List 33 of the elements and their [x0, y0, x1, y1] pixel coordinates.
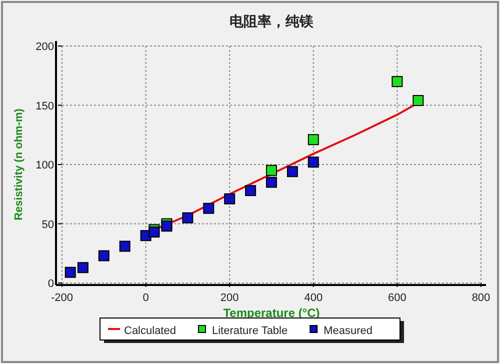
- chart-title: 电阻率，纯镁: [230, 13, 314, 29]
- point: [308, 156, 319, 168]
- x-tick-label: 0: [142, 292, 149, 304]
- x-tick-label: 400: [304, 292, 323, 304]
- point: [245, 185, 256, 196]
- point: [266, 164, 277, 176]
- point: [224, 193, 236, 204]
- y-tick-label: 100: [36, 160, 54, 172]
- point: [77, 262, 88, 274]
- point: [286, 166, 298, 178]
- y-axis-title: Resistivity (n ohm-m): [13, 108, 25, 220]
- y-tick-label: 50: [42, 218, 54, 231]
- point: [182, 212, 194, 224]
- point: [412, 95, 424, 106]
- legend-label: Measured: [324, 325, 373, 337]
- y-tick-label: 0: [48, 278, 54, 290]
- point: [203, 202, 214, 214]
- legend-label: Calculated: [124, 325, 176, 337]
- point: [64, 266, 76, 278]
- point: [308, 134, 319, 146]
- x-tick-label: 200: [220, 292, 239, 304]
- point: [119, 240, 130, 252]
- legend-label: Literature Table: [212, 325, 288, 337]
- y-tick-label: 150: [36, 100, 54, 112]
- point: [392, 76, 403, 88]
- point: [98, 250, 110, 262]
- point: [266, 176, 277, 188]
- y-tick-label: 200: [36, 41, 54, 53]
- x-tick-label: -200: [50, 292, 74, 304]
- point: [161, 220, 172, 232]
- x-tick-label: 600: [388, 292, 406, 304]
- point: [148, 226, 160, 238]
- x-tick-label: 800: [472, 292, 490, 304]
